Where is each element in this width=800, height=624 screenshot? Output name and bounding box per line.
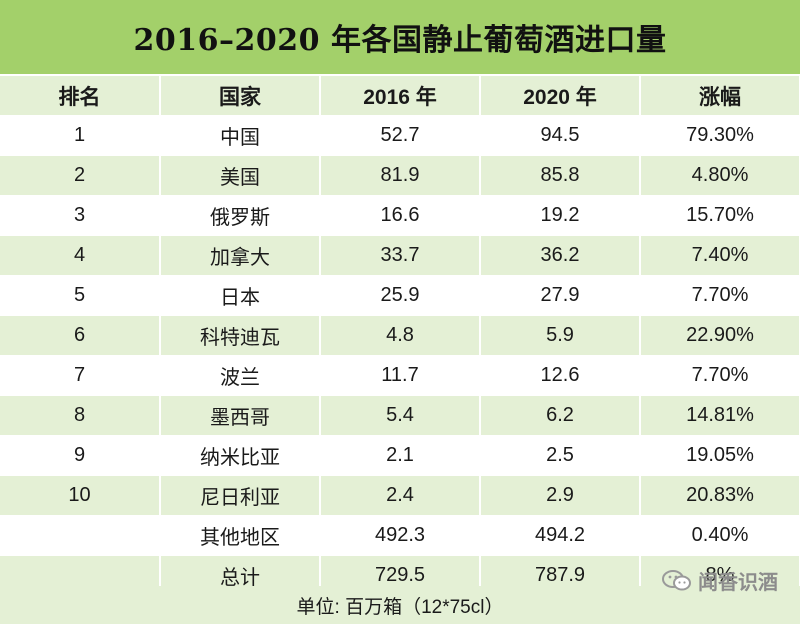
growth-cell: 7.40% bbox=[640, 235, 800, 276]
rank-cell: 5 bbox=[0, 275, 161, 316]
header-rank: 排名 bbox=[0, 76, 161, 116]
value-2016-cell: 2.4 bbox=[320, 475, 481, 516]
rank-cell: 6 bbox=[0, 315, 161, 356]
header-2016: 2016 年 bbox=[320, 76, 481, 116]
growth-cell: 20.83% bbox=[640, 475, 800, 516]
table-row: 1 中国 52.7 94.5 79.30% bbox=[0, 115, 800, 156]
value-2020-cell: 27.9 bbox=[480, 275, 641, 316]
country-cell: 科特迪瓦 bbox=[160, 315, 321, 356]
title-bar: 2016–2020 年各国静止葡萄酒进口量 bbox=[0, 0, 800, 74]
table-row: 10 尼日利亚 2.4 2.9 20.83% bbox=[0, 475, 800, 516]
header-2020: 2020 年 bbox=[480, 76, 641, 116]
growth-cell: 7.70% bbox=[640, 355, 800, 396]
value-2016-cell: 492.3 bbox=[320, 515, 481, 556]
country-cell: 美国 bbox=[160, 155, 321, 196]
country-cell: 俄罗斯 bbox=[160, 195, 321, 236]
value-2016-cell: 11.7 bbox=[320, 355, 481, 396]
growth-cell: 14.81% bbox=[640, 395, 800, 436]
rank-cell: 2 bbox=[0, 155, 161, 196]
table-row: 5 日本 25.9 27.9 7.70% bbox=[0, 275, 800, 316]
value-2020-cell: 2.9 bbox=[480, 475, 641, 516]
value-2020-cell: 2.5 bbox=[480, 435, 641, 476]
country-cell: 墨西哥 bbox=[160, 395, 321, 436]
value-2020-cell: 19.2 bbox=[480, 195, 641, 236]
rank-cell: 10 bbox=[0, 475, 161, 516]
header-growth: 涨幅 bbox=[640, 76, 800, 116]
value-2016-cell: 5.4 bbox=[320, 395, 481, 436]
value-2020-cell: 36.2 bbox=[480, 235, 641, 276]
header-row: 排名 国家 2016 年 2020 年 涨幅 bbox=[0, 76, 800, 116]
country-cell: 中国 bbox=[160, 115, 321, 156]
value-2016-cell: 2.1 bbox=[320, 435, 481, 476]
value-2016-cell: 52.7 bbox=[320, 115, 481, 156]
value-2020-cell: 94.5 bbox=[480, 115, 641, 156]
value-2016-cell: 16.6 bbox=[320, 195, 481, 236]
country-cell: 其他地区 bbox=[160, 515, 321, 556]
unit-footer: 单位: 百万箱（12*75cl） bbox=[0, 586, 800, 624]
growth-cell: 22.90% bbox=[640, 315, 800, 356]
watermark: 闻香识酒 bbox=[662, 566, 778, 595]
country-cell: 加拿大 bbox=[160, 235, 321, 276]
table-row: 2 美国 81.9 85.8 4.80% bbox=[0, 155, 800, 196]
value-2020-cell: 12.6 bbox=[480, 355, 641, 396]
table-row: 7 波兰 11.7 12.6 7.70% bbox=[0, 355, 800, 396]
value-2016-cell: 25.9 bbox=[320, 275, 481, 316]
country-cell: 纳米比亚 bbox=[160, 435, 321, 476]
header-country: 国家 bbox=[160, 76, 321, 116]
table-row: 8 墨西哥 5.4 6.2 14.81% bbox=[0, 395, 800, 436]
value-2016-cell: 4.8 bbox=[320, 315, 481, 356]
country-cell: 日本 bbox=[160, 275, 321, 316]
watermark-text: 闻香识酒 bbox=[698, 572, 778, 594]
rank-cell: 3 bbox=[0, 195, 161, 236]
growth-cell: 0.40% bbox=[640, 515, 800, 556]
growth-cell: 4.80% bbox=[640, 155, 800, 196]
growth-cell: 7.70% bbox=[640, 275, 800, 316]
growth-cell: 79.30% bbox=[640, 115, 800, 156]
growth-cell: 15.70% bbox=[640, 195, 800, 236]
table-row: 3 俄罗斯 16.6 19.2 15.70% bbox=[0, 195, 800, 236]
growth-cell: 19.05% bbox=[640, 435, 800, 476]
value-2016-cell: 81.9 bbox=[320, 155, 481, 196]
wechat-icon bbox=[662, 569, 691, 590]
table-row: 4 加拿大 33.7 36.2 7.40% bbox=[0, 235, 800, 276]
table-row-other: 其他地区 492.3 494.2 0.40% bbox=[0, 515, 800, 556]
value-2020-cell: 85.8 bbox=[480, 155, 641, 196]
rank-cell: 7 bbox=[0, 355, 161, 396]
value-2016-cell: 33.7 bbox=[320, 235, 481, 276]
rank-cell: 9 bbox=[0, 435, 161, 476]
import-table: 排名 国家 2016 年 2020 年 涨幅 1 中国 52.7 94.5 79… bbox=[0, 76, 800, 596]
rank-cell: 1 bbox=[0, 115, 161, 156]
value-2020-cell: 5.9 bbox=[480, 315, 641, 356]
country-cell: 波兰 bbox=[160, 355, 321, 396]
rank-cell bbox=[0, 515, 161, 556]
table-row: 6 科特迪瓦 4.8 5.9 22.90% bbox=[0, 315, 800, 356]
country-cell: 尼日利亚 bbox=[160, 475, 321, 516]
value-2020-cell: 6.2 bbox=[480, 395, 641, 436]
rank-cell: 4 bbox=[0, 235, 161, 276]
table-title: 2016–2020 年各国静止葡萄酒进口量 bbox=[133, 23, 667, 58]
unit-note: 单位: 百万箱（12*75cl） bbox=[296, 596, 504, 618]
table-row: 9 纳米比亚 2.1 2.5 19.05% bbox=[0, 435, 800, 476]
value-2020-cell: 494.2 bbox=[480, 515, 641, 556]
rank-cell: 8 bbox=[0, 395, 161, 436]
